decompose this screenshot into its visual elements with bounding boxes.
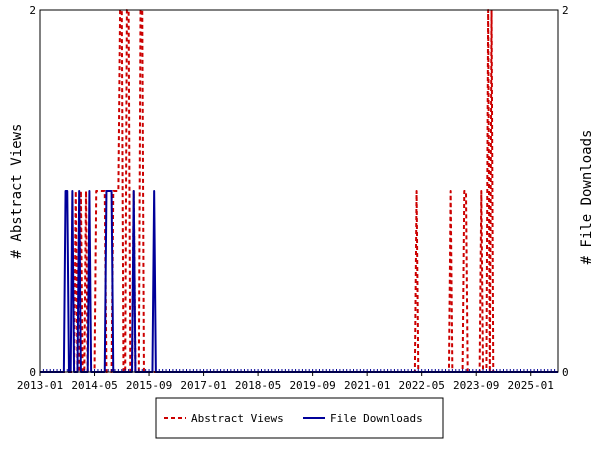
plot-background bbox=[40, 10, 558, 372]
x-tick-label: 2025-01 bbox=[508, 379, 554, 392]
x-tick-label: 2021-01 bbox=[344, 379, 390, 392]
x-axis-ticks: 2013-01 2014-05 2015-09 2017-01 2018-05 2019-… bbox=[17, 372, 554, 392]
x-tick-label: 2015-09 bbox=[126, 379, 172, 392]
plot-frame bbox=[39, 9, 559, 373]
x-tick-label: 2013-01 bbox=[17, 379, 63, 392]
x-tick-label: 2017-01 bbox=[180, 379, 226, 392]
y-right-tick-0: 0 bbox=[562, 366, 569, 379]
x-tick-label: 2018-05 bbox=[235, 379, 281, 392]
y-right-tick-2: 2 bbox=[562, 4, 569, 17]
legend: Abstract Views File Downloads bbox=[155, 397, 444, 439]
x-tick-label: 2019-09 bbox=[289, 379, 335, 392]
legend-label-file-downloads: File Downloads bbox=[330, 412, 423, 425]
legend-label-abstract-views: Abstract Views bbox=[191, 412, 284, 425]
x-tick-label: 2014-05 bbox=[71, 379, 117, 392]
x-tick-label: 2022-05 bbox=[399, 379, 445, 392]
legend-box bbox=[155, 397, 444, 439]
x-tick-label: 2023-09 bbox=[453, 379, 499, 392]
y-right-axis-label: # File Downloads bbox=[579, 130, 595, 265]
y-left-tick-2: 2 bbox=[29, 4, 36, 17]
y-left-axis-label: # Abstract Views bbox=[9, 124, 25, 259]
y-left-tick-0: 0 bbox=[29, 366, 36, 379]
